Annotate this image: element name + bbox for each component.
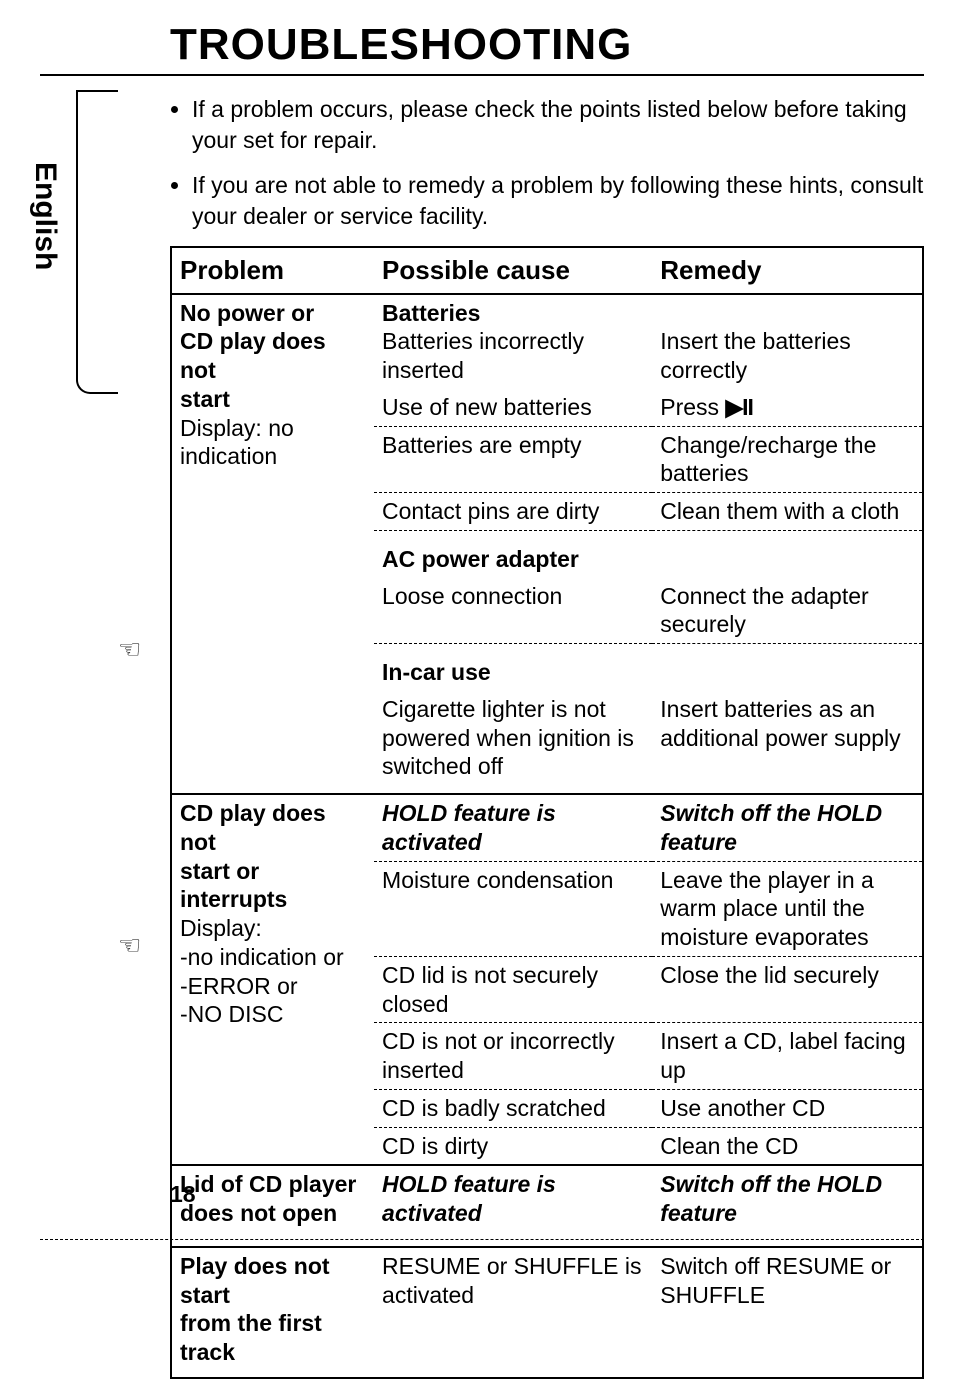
remedy-cell: Press ▶II — [652, 389, 923, 426]
problem-line: Display: no indication — [180, 415, 294, 470]
cause-cell: Batteries Batteries incorrectly inserted — [374, 294, 652, 389]
cause-cell: In-car use — [374, 644, 652, 691]
problem-cell: CD play does not start or interrupts Dis… — [171, 794, 374, 1165]
problem-cell: Lid of CD player does not open — [171, 1165, 374, 1247]
remedy-cell: Close the lid securely — [652, 956, 923, 1023]
remedy-cell: Insert a CD, label facing up — [652, 1023, 923, 1090]
problem-line: CD play does not — [180, 328, 326, 383]
problem-line: Display: — [180, 915, 262, 941]
remedy-cell — [652, 644, 923, 691]
remedy-cell: Change/recharge the batteries — [652, 426, 923, 493]
problem-cell: Play does not start from the first track — [171, 1247, 374, 1378]
intro-item: If you are not able to remedy a problem … — [192, 170, 924, 232]
remedy-cell: Switch off RESUME or SHUFFLE — [652, 1247, 923, 1378]
remedy-cell: Clean the CD — [652, 1127, 923, 1165]
cause-text: Batteries incorrectly inserted — [382, 328, 584, 383]
cause-cell: Moisture condensation — [374, 861, 652, 956]
cause-subhead: Batteries — [382, 300, 480, 326]
remedy-cell: Clean them with a cloth — [652, 493, 923, 531]
col-header-cause: Possible cause — [374, 247, 652, 294]
page: TROUBLESHOOTING English ☞ ☞ If a problem… — [0, 0, 954, 1268]
cause-cell: Loose connection — [374, 578, 652, 644]
cause-text: HOLD feature is activated — [382, 1171, 556, 1226]
intro-item: If a problem occurs, please check the po… — [192, 94, 924, 156]
bottom-dash-rule — [40, 1239, 924, 1240]
problem-line: -NO DISC — [180, 1001, 284, 1027]
cause-cell: Use of new batteries — [374, 389, 652, 426]
col-header-remedy: Remedy — [652, 247, 923, 294]
remedy-text: Switch off the HOLD feature — [660, 1171, 882, 1226]
pointer-icon: ☞ — [118, 930, 141, 961]
col-header-problem: Problem — [171, 247, 374, 294]
page-number: 18 — [170, 1181, 196, 1208]
troubleshooting-table: Problem Possible cause Remedy No power o… — [170, 246, 924, 1379]
content-area: If a problem occurs, please check the po… — [170, 94, 924, 1379]
problem-line: Lid of CD player — [180, 1171, 356, 1197]
cause-cell: RESUME or SHUFFLE is activated — [374, 1247, 652, 1378]
problem-line: does not open — [180, 1200, 337, 1226]
problem-line: start — [180, 386, 230, 412]
remedy-cell: Leave the player in a warm place until t… — [652, 861, 923, 956]
table-row: No power or CD play does not start Displ… — [171, 294, 923, 389]
page-title: TROUBLESHOOTING — [170, 20, 924, 70]
cause-cell: AC power adapter — [374, 530, 652, 577]
cause-cell: Cigarette lighter is not powered when ig… — [374, 691, 652, 785]
cause-cell: CD is not or incorrectly inserted — [374, 1023, 652, 1090]
table-header-row: Problem Possible cause Remedy — [171, 247, 923, 294]
table-row: Play does not start from the first track… — [171, 1247, 923, 1378]
play-pause-icon: ▶II — [725, 394, 752, 420]
table-row: CD play does not start or interrupts Dis… — [171, 794, 923, 861]
cause-cell: CD is badly scratched — [374, 1089, 652, 1127]
problem-line: Play does not start — [180, 1253, 330, 1308]
problem-line: from the first track — [180, 1310, 322, 1365]
remedy-cell: Use another CD — [652, 1089, 923, 1127]
cause-cell: CD lid is not securely closed — [374, 956, 652, 1023]
problem-line: -ERROR or — [180, 973, 298, 999]
language-tab-rule — [76, 90, 118, 394]
intro-list: If a problem occurs, please check the po… — [170, 94, 924, 232]
cause-subhead: In-car use — [382, 659, 491, 685]
problem-line: CD play does not — [180, 800, 326, 855]
cause-cell: CD is dirty — [374, 1127, 652, 1165]
cause-subhead: AC power adapter — [382, 546, 579, 572]
problem-cell: No power or CD play does not start Displ… — [171, 294, 374, 795]
remedy-text: Press — [660, 394, 725, 420]
problem-line: No power or — [180, 300, 314, 326]
problem-line: start or interrupts — [180, 858, 287, 913]
remedy-cell: Connect the adapter securely — [652, 578, 923, 644]
remedy-text: Switch off the HOLD feature — [660, 800, 882, 855]
remedy-cell — [652, 530, 923, 577]
language-tab: English — [28, 162, 62, 270]
remedy-cell: Insert the batteries correctly — [652, 294, 923, 389]
cause-cell: Batteries are empty — [374, 426, 652, 493]
title-rule — [40, 74, 924, 76]
pointer-icon: ☞ — [118, 634, 141, 665]
problem-line: -no indication or — [180, 944, 344, 970]
table-row: Lid of CD player does not open HOLD feat… — [171, 1165, 923, 1247]
remedy-cell: Insert batteries as an additional power … — [652, 691, 923, 785]
cause-text: HOLD feature is activated — [382, 800, 556, 855]
cause-cell: Contact pins are dirty — [374, 493, 652, 531]
remedy-text: Insert the batteries correctly — [660, 328, 851, 383]
